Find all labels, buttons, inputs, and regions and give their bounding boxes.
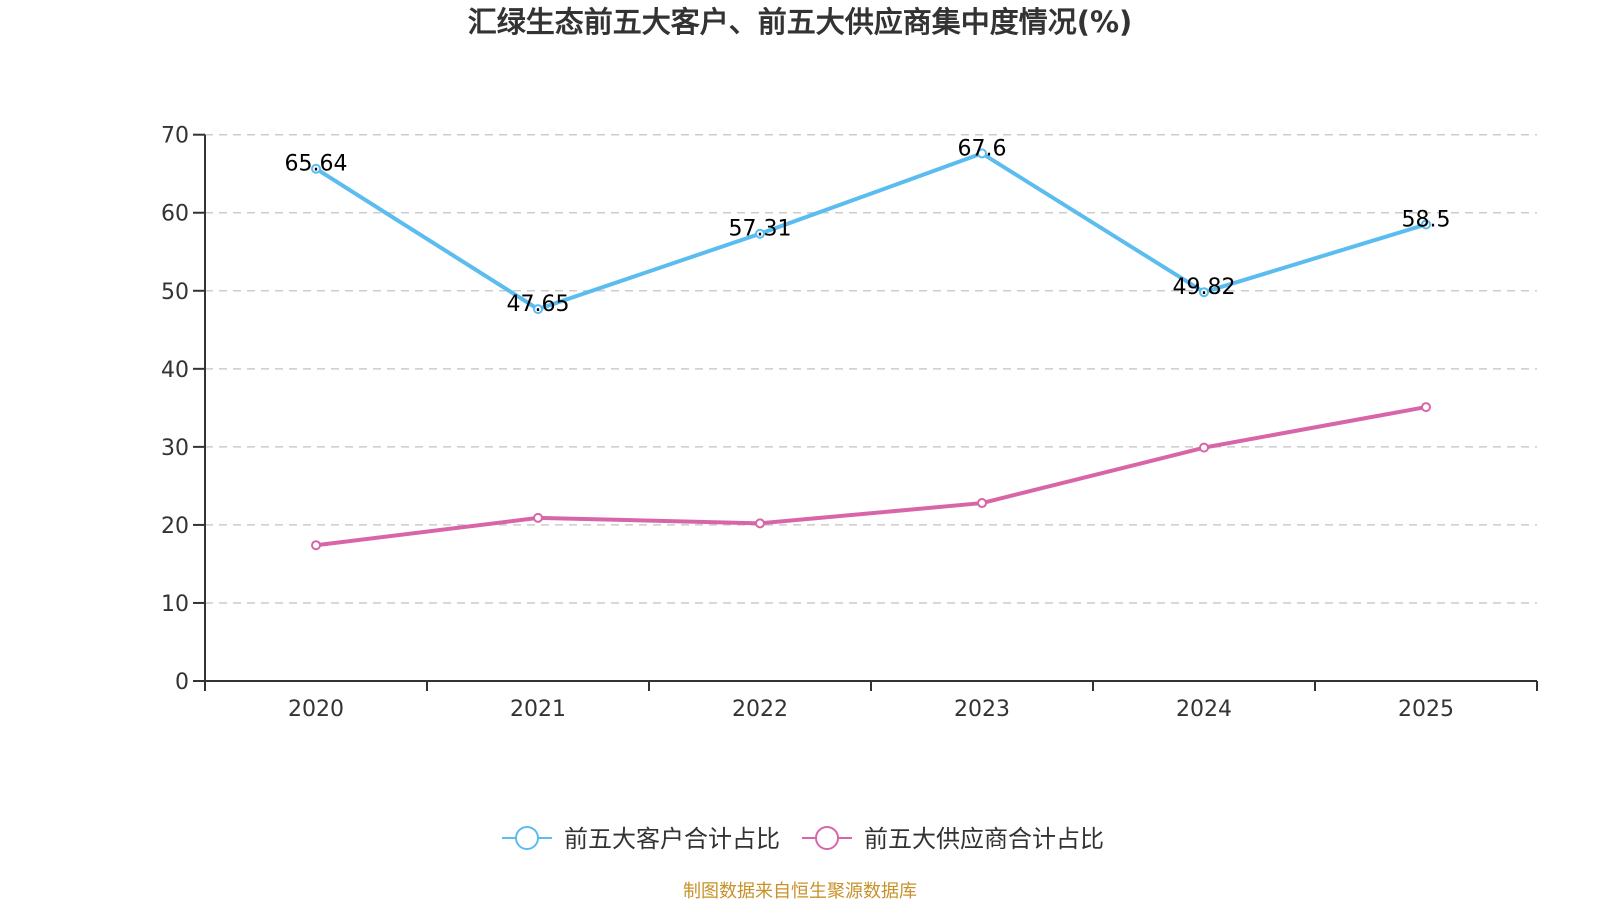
x-tick-label: 2024 — [1176, 697, 1232, 722]
data-point — [311, 540, 321, 551]
y-tick-label: 0 — [175, 670, 189, 695]
x-tick-label: 2025 — [1398, 697, 1454, 722]
chart-title: 汇绿生态前五大客户、前五大供应商集中度情况(%) — [468, 5, 1133, 39]
x-tick-label: 2021 — [510, 697, 566, 722]
data-label: 57.31 — [729, 217, 792, 242]
data-label: 65.64 — [285, 152, 348, 177]
data-point — [755, 228, 765, 239]
legend: 前五大客户合计占比 前五大供应商合计占比 — [502, 825, 1104, 853]
series-group: 65.64 47.65 57.31 67.6 49.82 58.5 — [285, 136, 1451, 551]
y-tick-label: 60 — [161, 202, 189, 227]
data-point — [755, 518, 765, 529]
data-label: 47.65 — [507, 292, 570, 317]
x-tick-label: 2022 — [732, 697, 788, 722]
axes: 0 10 20 30 40 50 60 70 2020 2021 2022 2023 2024 2025 — [161, 124, 1538, 722]
y-tick-label: 50 — [161, 280, 189, 305]
data-point — [533, 512, 543, 523]
data-label: 67.6 — [958, 136, 1007, 161]
legend-item-1: 前五大客户合计占比 — [502, 825, 780, 853]
legend-circle-icon — [515, 826, 539, 850]
y-tick-label: 20 — [161, 514, 189, 539]
y-tick-label: 30 — [161, 436, 189, 461]
data-point — [977, 498, 987, 509]
y-tick-label: 70 — [161, 124, 189, 149]
data-point — [1421, 402, 1431, 413]
data-point — [977, 148, 987, 159]
series-line — [315, 405, 1427, 548]
series-1: 65.64 47.65 57.31 67.6 49.82 58.5 — [285, 136, 1451, 317]
data-point — [1421, 219, 1431, 230]
series-2 — [311, 402, 1431, 551]
series-line — [314, 151, 1427, 312]
y-tick-label: 10 — [161, 592, 189, 617]
grid-lines — [205, 133, 1537, 604]
data-point — [533, 304, 543, 315]
legend-label: 前五大供应商合计占比 — [864, 825, 1104, 853]
data-point — [311, 163, 321, 174]
data-label: 58.5 — [1402, 207, 1451, 232]
source-note: 制图数据来自恒生聚源数据库 — [683, 881, 917, 900]
legend-item-2: 前五大供应商合计占比 — [802, 825, 1104, 853]
x-tick-label: 2020 — [288, 697, 344, 722]
legend-circle-icon — [815, 826, 839, 850]
x-tick-label: 2023 — [954, 697, 1010, 722]
data-point — [1199, 287, 1209, 298]
data-point — [1199, 442, 1209, 453]
legend-label: 前五大客户合计占比 — [564, 825, 780, 853]
y-tick-label: 40 — [161, 358, 189, 383]
data-label: 49.82 — [1173, 275, 1236, 300]
